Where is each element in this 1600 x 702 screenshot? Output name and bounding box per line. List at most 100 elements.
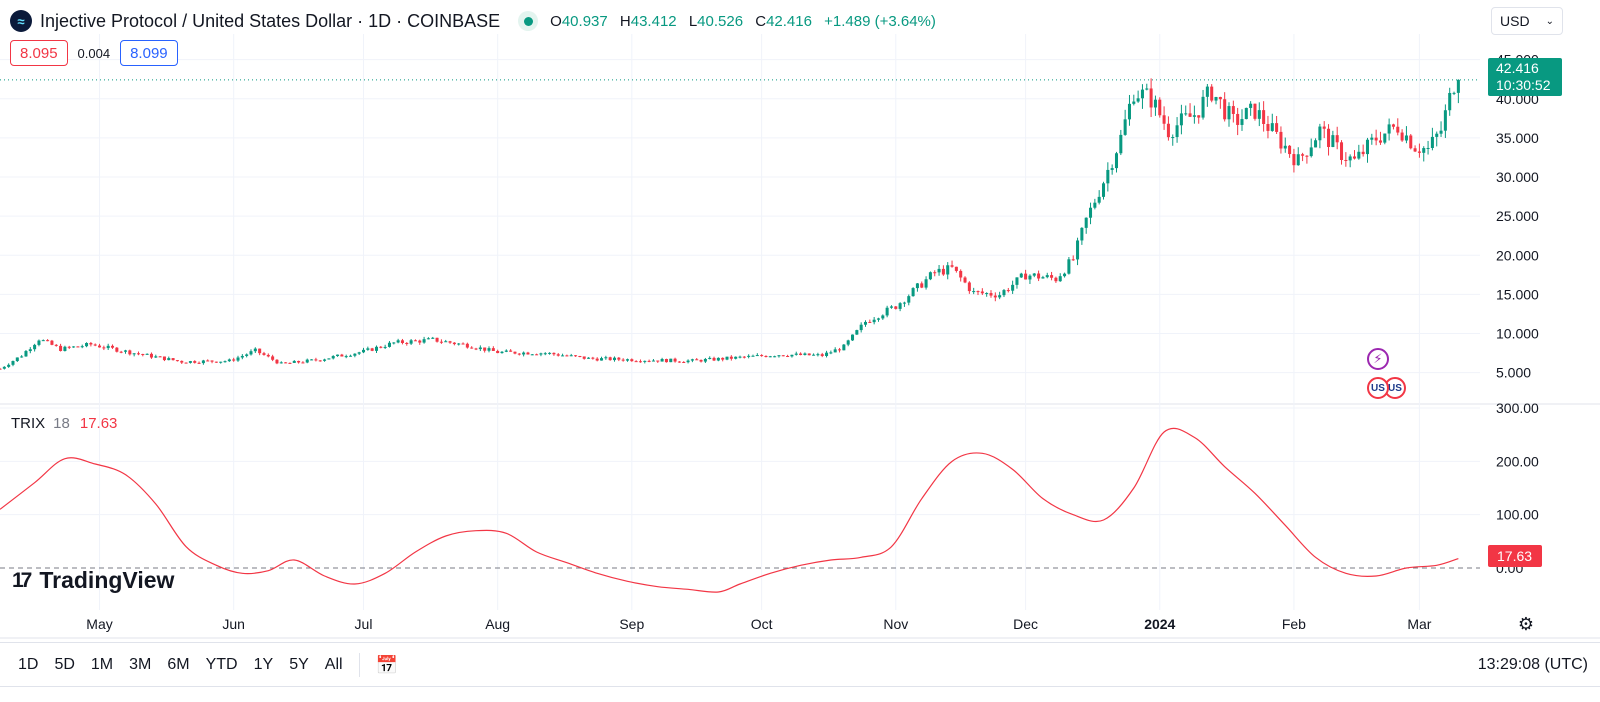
candle-body	[439, 341, 443, 343]
candle-body	[794, 353, 798, 355]
candle-body	[141, 354, 145, 356]
buy-price-button[interactable]: 8.099	[120, 40, 178, 66]
symbol-title[interactable]: Injective Protocol / United States Dolla…	[40, 10, 501, 31]
candle-body	[846, 340, 850, 345]
candle-body	[327, 358, 331, 360]
candle-body	[1119, 134, 1123, 154]
candle-body	[543, 353, 547, 355]
candle-body	[786, 355, 790, 357]
candle-body	[1413, 148, 1417, 152]
candle-body	[998, 295, 1002, 298]
candle-body	[305, 359, 309, 363]
range-6m[interactable]: 6M	[167, 656, 190, 673]
order-price-boxes: 8.095 0.004 8.099	[10, 40, 178, 66]
candle-body	[405, 342, 409, 344]
range-1m[interactable]: 1M	[90, 656, 114, 673]
candle-body	[911, 288, 915, 297]
candle-body	[292, 360, 296, 363]
candle-body	[24, 351, 28, 357]
range-1y[interactable]: 1Y	[253, 656, 274, 673]
candle-body	[1257, 110, 1261, 119]
bottom-toolbar: 1D 5D 1M 3M 6M YTD 1Y 5Y All 📅 13:29:08 …	[0, 642, 1600, 687]
candle-body	[219, 361, 223, 363]
candle-body	[1253, 103, 1257, 119]
candle-body	[193, 361, 197, 363]
candle-body	[855, 330, 859, 335]
injective-logo-icon[interactable]: ≈	[10, 10, 32, 32]
candle-body	[349, 355, 353, 357]
candle-body	[1352, 156, 1357, 159]
candle-body	[500, 351, 504, 354]
range-selector: 1D 5D 1M 3M 6M YTD 1Y 5Y All	[10, 650, 351, 680]
sell-price-button[interactable]: 8.095	[10, 40, 68, 66]
range-5y[interactable]: 5Y	[289, 656, 309, 673]
trix-y-tick-label: 100.00	[1496, 507, 1539, 523]
settings-icon[interactable]: ⚙	[1517, 613, 1535, 634]
x-tick-label: Dec	[1013, 616, 1038, 632]
market-status-indicator[interactable]	[518, 11, 539, 31]
range-3m[interactable]: 3M	[129, 656, 152, 673]
x-tick-label: Jun	[222, 616, 245, 632]
candle-body	[1019, 273, 1023, 278]
candle-body	[734, 356, 738, 359]
candle-body	[1223, 99, 1227, 120]
candle-body	[924, 279, 928, 288]
candle-body	[1417, 151, 1421, 153]
x-tick-label: Jul	[355, 616, 373, 632]
range-1d[interactable]: 1D	[18, 656, 39, 673]
currency-select[interactable]: USD ⌄	[1491, 7, 1563, 35]
candle-body	[1197, 115, 1201, 118]
candle-body	[361, 349, 366, 353]
candle-body	[1132, 101, 1136, 104]
candle-body	[132, 353, 136, 355]
candle-body	[1391, 124, 1395, 127]
candle-body	[496, 350, 500, 354]
candle-body	[803, 353, 807, 356]
candle-body	[604, 357, 608, 359]
candle-body	[1344, 159, 1348, 161]
candle-body	[1231, 106, 1235, 114]
date-range-calendar-icon[interactable]: 📅	[375, 654, 398, 675]
ohlc-legend: O40.937 H43.412 L40.526 C42.416 +1.489 (…	[550, 13, 944, 30]
utc-clock[interactable]: 13:29:08 (UTC)	[1477, 656, 1588, 673]
candle-body	[509, 350, 513, 352]
candle-body	[1357, 151, 1361, 159]
candle-body	[872, 319, 876, 323]
range-5d[interactable]: 5D	[54, 656, 75, 673]
range-all[interactable]: All	[324, 656, 343, 673]
candle-body	[1171, 137, 1175, 139]
candle-body	[1028, 275, 1032, 280]
candle-body	[236, 357, 240, 361]
candle-body	[1327, 128, 1331, 147]
candle-body	[1127, 103, 1131, 120]
candle-body	[600, 358, 604, 361]
bottom-edge	[0, 686, 1600, 702]
lightning-event-icon[interactable]: ⚡	[1367, 348, 1389, 370]
candle-body	[608, 357, 612, 361]
candle-body	[747, 355, 751, 357]
candle-body	[50, 340, 54, 345]
candle-body	[167, 358, 171, 361]
candle-body	[1296, 154, 1300, 166]
candle-body	[954, 266, 958, 271]
candle-body	[1140, 89, 1144, 99]
candle-body	[1452, 92, 1456, 94]
candle-body	[1179, 113, 1183, 126]
us-flag-event-icon[interactable]: US	[1367, 377, 1389, 399]
candle-body	[63, 346, 67, 351]
candle-body	[946, 265, 950, 275]
candle-body	[565, 355, 569, 357]
x-tick-label: May	[86, 616, 112, 632]
range-ytd[interactable]: YTD	[205, 656, 238, 673]
tradingview-watermark[interactable]: 17 TradingView	[12, 567, 174, 594]
candle-body	[7, 364, 11, 367]
trix-legend[interactable]: TRIX 18 17.63	[11, 415, 117, 432]
candle-body	[941, 268, 945, 275]
candle-body	[1404, 135, 1408, 141]
candle-body	[470, 347, 474, 349]
candle-body	[513, 351, 517, 354]
candle-body	[825, 352, 829, 356]
candle-body	[807, 353, 811, 356]
x-tick-label: 2024	[1144, 616, 1175, 632]
chart-canvas[interactable]: May Jun Jul Aug Sep Oct Nov Dec 2024 Feb Mar 5.000 1…	[0, 0, 1600, 642]
